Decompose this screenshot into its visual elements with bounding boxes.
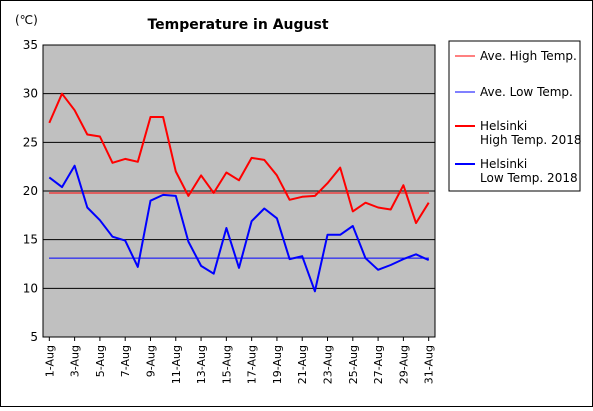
x-axis-ticks: 1-Aug 3-Aug 5-Aug 7-Aug 9-Aug 11-Aug 13-Aug 15-… bbox=[43, 337, 436, 384]
y-tick-label: 25 bbox=[23, 135, 38, 149]
legend-label: Ave. High Temp. bbox=[480, 49, 577, 63]
x-tick-label: 21-Aug bbox=[296, 345, 309, 384]
y-tick-label: 30 bbox=[23, 87, 38, 101]
y-tick-label: 5 bbox=[30, 330, 38, 344]
x-tick-label: 17-Aug bbox=[246, 345, 259, 384]
series-line-2 bbox=[48, 92, 430, 225]
legend-entries: Ave. High Temp.Ave. Low Temp.HelsinkiHig… bbox=[455, 49, 582, 185]
y-tick-label: 15 bbox=[23, 233, 38, 247]
x-tick-label: 3-Aug bbox=[69, 345, 82, 377]
legend-label: Ave. Low Temp. bbox=[480, 85, 573, 99]
legend-label: Low Temp. 2018 bbox=[480, 171, 578, 185]
x-tick-label: 27-Aug bbox=[372, 345, 385, 384]
legend-label: Helsinki bbox=[480, 119, 527, 133]
x-tick-label: 23-Aug bbox=[322, 345, 335, 384]
x-tick-label: 19-Aug bbox=[271, 345, 284, 384]
x-tick-label: 25-Aug bbox=[347, 345, 360, 384]
y-axis-ticks: 5 10 15 20 25 30 35 bbox=[23, 38, 38, 344]
y-tick-label: 10 bbox=[23, 281, 38, 295]
legend bbox=[448, 40, 581, 192]
series-lines bbox=[48, 92, 430, 293]
x-tick-label: 5-Aug bbox=[94, 345, 107, 377]
chart-title: Temperature in August bbox=[147, 17, 328, 33]
legend-label: Helsinki bbox=[480, 157, 527, 171]
x-tick-label: 11-Aug bbox=[170, 345, 183, 384]
x-tick-label: 7-Aug bbox=[119, 345, 132, 377]
x-tick-label: 15-Aug bbox=[220, 345, 233, 384]
x-tick-label: 1-Aug bbox=[43, 345, 56, 377]
series-line-3 bbox=[48, 164, 430, 293]
x-tick-label: 9-Aug bbox=[144, 345, 157, 377]
legend-label: High Temp. 2018 bbox=[480, 133, 582, 147]
y-tick-label: 35 bbox=[23, 38, 38, 52]
x-tick-label: 31-Aug bbox=[423, 345, 436, 384]
y-unit-label: (℃) bbox=[15, 13, 38, 27]
x-tick-label: 29-Aug bbox=[397, 345, 410, 384]
y-tick-label: 20 bbox=[23, 184, 38, 198]
x-tick-label: 13-Aug bbox=[195, 345, 208, 384]
gridlines bbox=[43, 93, 435, 289]
